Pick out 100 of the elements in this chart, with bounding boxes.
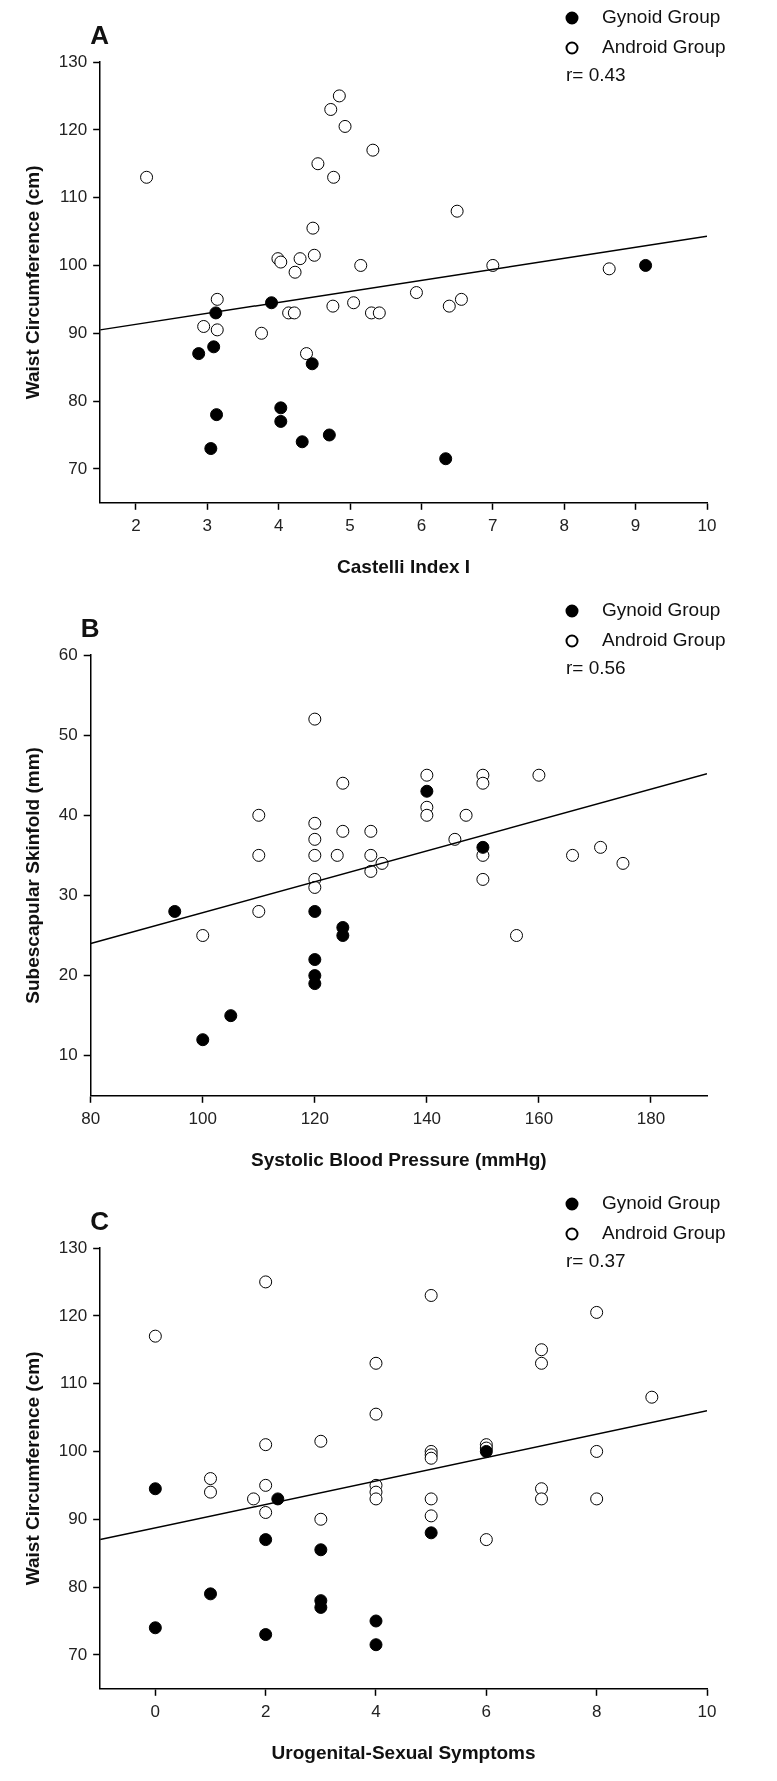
y-axis-title: Waist Circumference (cm) <box>21 165 43 400</box>
point <box>459 808 473 822</box>
point <box>354 258 368 272</box>
point <box>259 1533 273 1547</box>
point <box>324 102 338 116</box>
point <box>420 784 434 798</box>
x-tick-label: 3 <box>202 515 212 535</box>
point <box>295 435 309 449</box>
point <box>590 1492 604 1506</box>
point <box>369 1638 383 1652</box>
chart-title: C <box>90 1206 110 1236</box>
point <box>308 848 322 862</box>
point <box>645 1390 659 1404</box>
annotation: r= 0.56 <box>566 657 626 679</box>
y-tick-label: 90 <box>68 322 88 342</box>
point <box>308 816 322 830</box>
point <box>424 1526 438 1540</box>
point <box>364 864 378 878</box>
point <box>247 1492 261 1506</box>
point <box>204 1485 217 1499</box>
point <box>259 1438 273 1452</box>
x-tick-label: 140 <box>412 1108 442 1128</box>
x-axis-title: Castelli Index I <box>337 555 471 577</box>
point <box>532 768 546 782</box>
point <box>308 953 322 967</box>
point <box>207 340 221 354</box>
legend-label: Android Group <box>602 36 726 58</box>
point <box>424 1288 438 1302</box>
point <box>590 1444 604 1458</box>
x-tick-label: 8 <box>559 515 569 535</box>
point <box>594 840 608 854</box>
point <box>326 299 340 313</box>
point <box>535 1356 548 1370</box>
y-tick-label: 120 <box>58 1305 88 1325</box>
point <box>409 286 423 300</box>
x-tick-label: 0 <box>150 1701 161 1721</box>
point <box>306 221 320 235</box>
x-tick-label: 5 <box>345 515 355 535</box>
point <box>439 452 453 466</box>
point <box>364 848 378 862</box>
point <box>510 929 524 943</box>
x-tick-label: 180 <box>636 1108 666 1128</box>
point <box>590 1305 604 1319</box>
point <box>265 296 279 310</box>
point <box>210 292 224 306</box>
point <box>148 1329 162 1343</box>
x-tick-label: 4 <box>371 1701 381 1721</box>
x-axis-title: Urogenital-Sexual Symptoms <box>271 1741 536 1763</box>
x-axis-title: Systolic Blood Pressure (mmHg) <box>251 1148 547 1170</box>
y-tick-label: 110 <box>60 1373 88 1393</box>
point <box>424 1509 438 1523</box>
point <box>372 306 386 320</box>
point <box>311 157 325 171</box>
y-tick-label: 110 <box>60 187 88 207</box>
x-tick-label: 7 <box>488 515 498 535</box>
y-tick-label: 130 <box>58 1237 88 1257</box>
point <box>476 776 490 790</box>
point <box>197 319 211 333</box>
point <box>308 977 322 991</box>
point <box>255 326 269 340</box>
legend-label: Gynoid Group <box>602 599 721 621</box>
point <box>336 824 350 838</box>
y-tick-label: 80 <box>68 1576 88 1596</box>
x-tick-label: 4 <box>273 515 284 535</box>
y-axis-title: Waist Circumference (cm) <box>21 1351 43 1586</box>
y-tick-label: 20 <box>58 965 78 985</box>
point <box>224 1009 238 1023</box>
point <box>476 872 490 886</box>
point <box>299 347 313 361</box>
y-tick-label: 30 <box>58 885 78 905</box>
point <box>288 265 302 279</box>
x-tick-label: 120 <box>300 1108 329 1128</box>
point <box>204 1472 217 1486</box>
x-tick-label: 2 <box>131 515 141 535</box>
y-tick-label: 130 <box>58 51 88 71</box>
point <box>476 840 490 854</box>
y-tick-label: 80 <box>68 390 88 410</box>
point <box>274 414 288 428</box>
y-tick-label: 70 <box>68 458 88 478</box>
chart-title: A <box>90 20 110 50</box>
point <box>535 1343 548 1357</box>
x-tick-label: 2 <box>260 1701 271 1721</box>
x-tick-label: 6 <box>416 515 427 535</box>
point <box>307 248 321 262</box>
point <box>305 357 319 371</box>
point <box>148 1482 162 1496</box>
point <box>204 442 218 456</box>
point <box>364 824 378 838</box>
point <box>308 832 322 846</box>
point <box>140 170 154 184</box>
point <box>252 848 266 862</box>
point <box>259 1628 273 1642</box>
y-tick-label: 40 <box>58 804 78 824</box>
point <box>259 1505 273 1519</box>
point <box>347 296 361 310</box>
y-tick-label: 90 <box>68 1508 88 1528</box>
point <box>308 712 322 726</box>
point <box>259 1275 273 1289</box>
point <box>210 323 224 337</box>
y-tick-label: 120 <box>58 119 88 139</box>
